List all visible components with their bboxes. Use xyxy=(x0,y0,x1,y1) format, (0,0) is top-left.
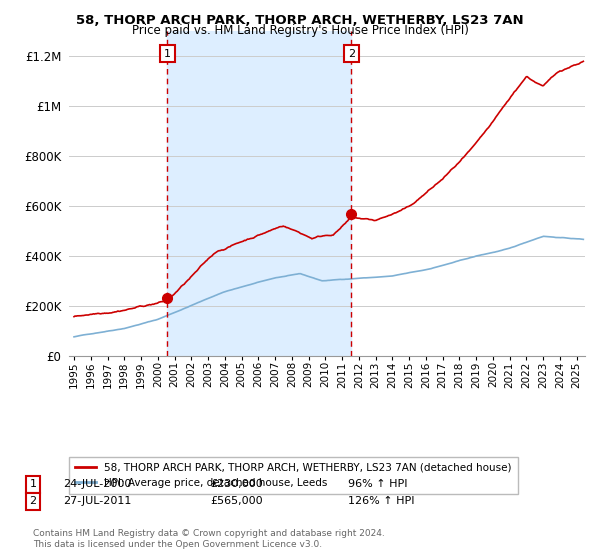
Text: 24-JUL-2000: 24-JUL-2000 xyxy=(63,479,131,489)
Text: 1: 1 xyxy=(29,479,37,489)
Bar xyxy=(167,31,352,356)
Text: 1: 1 xyxy=(164,49,170,59)
Legend: 58, THORP ARCH PARK, THORP ARCH, WETHERBY, LS23 7AN (detached house), HPI: Avera: 58, THORP ARCH PARK, THORP ARCH, WETHERB… xyxy=(69,456,518,494)
Text: £565,000: £565,000 xyxy=(210,496,263,506)
Text: Contains HM Land Registry data © Crown copyright and database right 2024.
This d: Contains HM Land Registry data © Crown c… xyxy=(33,529,385,549)
Text: 96% ↑ HPI: 96% ↑ HPI xyxy=(348,479,407,489)
Text: Price paid vs. HM Land Registry's House Price Index (HPI): Price paid vs. HM Land Registry's House … xyxy=(131,24,469,36)
Text: 27-JUL-2011: 27-JUL-2011 xyxy=(63,496,131,506)
Text: 126% ↑ HPI: 126% ↑ HPI xyxy=(348,496,415,506)
Text: 2: 2 xyxy=(348,49,355,59)
Text: £230,000: £230,000 xyxy=(210,479,263,489)
Text: 2: 2 xyxy=(29,496,37,506)
Text: 58, THORP ARCH PARK, THORP ARCH, WETHERBY, LS23 7AN: 58, THORP ARCH PARK, THORP ARCH, WETHERB… xyxy=(76,14,524,27)
